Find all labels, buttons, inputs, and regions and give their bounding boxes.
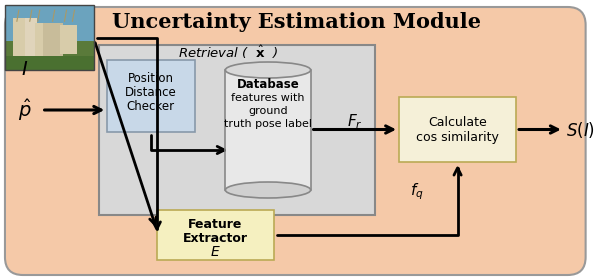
Text: ground: ground (248, 106, 288, 116)
FancyBboxPatch shape (5, 7, 585, 275)
Bar (5, 5, 94, 70)
Bar (25, 18, 36, 60)
Text: $I$: $I$ (21, 61, 29, 79)
Text: Position: Position (128, 71, 174, 85)
Ellipse shape (225, 182, 311, 198)
Text: Database: Database (237, 78, 300, 90)
Text: $\mathbf{\mathit{f_q}}$: $\mathbf{\mathit{f_q}}$ (410, 182, 424, 202)
Bar (35, 23, 42, 58)
Text: $\mathbf{\mathit{S(I)}}$: $\mathbf{\mathit{S(I)}}$ (566, 120, 595, 139)
Text: Distance: Distance (125, 85, 177, 99)
Text: Uncertainty Estimation Module: Uncertainty Estimation Module (112, 12, 481, 32)
Text: $\mathbf{\mathit{F_r}}$: $\mathbf{\mathit{F_r}}$ (347, 113, 363, 131)
Ellipse shape (225, 62, 311, 78)
Text: features with: features with (231, 93, 305, 103)
Bar (60, 25, 77, 54)
Text: Feature: Feature (188, 218, 243, 232)
Text: Extractor: Extractor (183, 232, 248, 244)
Bar (42, 23, 63, 56)
Bar (5, 56, 94, 70)
FancyBboxPatch shape (99, 45, 375, 215)
Bar (13, 18, 28, 57)
Text: cos similarity: cos similarity (416, 130, 499, 144)
Text: $\mathbf{\mathit{E}}$: $\mathbf{\mathit{E}}$ (210, 245, 221, 259)
Text: Checker: Checker (127, 99, 175, 113)
Text: $\hat{p}$: $\hat{p}$ (18, 97, 32, 123)
Bar (5, 5, 94, 41)
FancyBboxPatch shape (399, 97, 516, 162)
Bar (5, 41, 94, 70)
FancyBboxPatch shape (107, 60, 194, 132)
Text: $\mathit{Retrieval}$ (  $\hat{\mathbf{x}}$  ): $\mathit{Retrieval}$ ( $\hat{\mathbf{x}}… (178, 43, 278, 60)
Text: truth pose label: truth pose label (224, 119, 312, 129)
Text: Calculate: Calculate (428, 116, 487, 129)
Bar (225, 70, 311, 190)
FancyBboxPatch shape (157, 210, 274, 260)
